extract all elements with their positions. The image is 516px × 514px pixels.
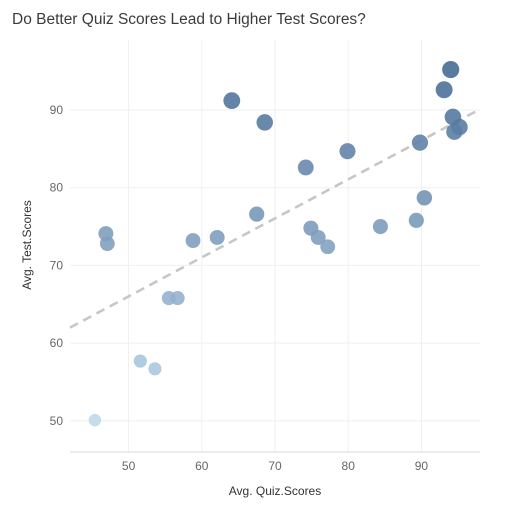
data-point[interactable] (88, 413, 102, 427)
y-axis-title: Avg. Test.Scores (20, 200, 34, 290)
data-point[interactable] (416, 190, 433, 206)
data-point[interactable] (249, 206, 265, 222)
data-point[interactable] (133, 354, 147, 368)
x-tick-label: 80 (342, 459, 356, 473)
x-tick-label: 70 (268, 459, 282, 473)
x-tick-label: 60 (195, 459, 209, 473)
data-point[interactable] (442, 60, 460, 79)
data-point[interactable] (209, 229, 225, 245)
data-point[interactable] (411, 134, 429, 151)
data-point[interactable] (98, 226, 114, 242)
data-point[interactable] (408, 212, 424, 228)
trend-line (69, 108, 481, 329)
grid-lines (70, 40, 480, 452)
chart-title: Do Better Quiz Scores Lead to Higher Tes… (12, 11, 366, 28)
data-point[interactable] (148, 362, 162, 376)
y-tick-label: 60 (50, 336, 64, 350)
x-tick-label: 50 (122, 459, 136, 473)
data-point[interactable] (256, 114, 273, 131)
data-point[interactable] (372, 219, 388, 235)
data-point[interactable] (303, 220, 319, 236)
x-axis-title: Avg. Quiz.Scores (229, 484, 321, 498)
y-tick-label: 80 (50, 181, 64, 195)
y-tick-label: 70 (50, 258, 64, 272)
data-point[interactable] (339, 143, 356, 160)
data-point[interactable] (444, 108, 462, 126)
y-tick-label: 50 (50, 414, 64, 428)
x-tick-label: 90 (415, 459, 429, 473)
data-point[interactable] (223, 92, 241, 110)
data-point[interactable] (297, 159, 314, 176)
data-point[interactable] (185, 233, 201, 248)
y-tick-label: 90 (50, 103, 64, 117)
data-point[interactable] (435, 81, 453, 99)
data-point[interactable] (320, 239, 336, 255)
data-point[interactable] (170, 291, 185, 306)
